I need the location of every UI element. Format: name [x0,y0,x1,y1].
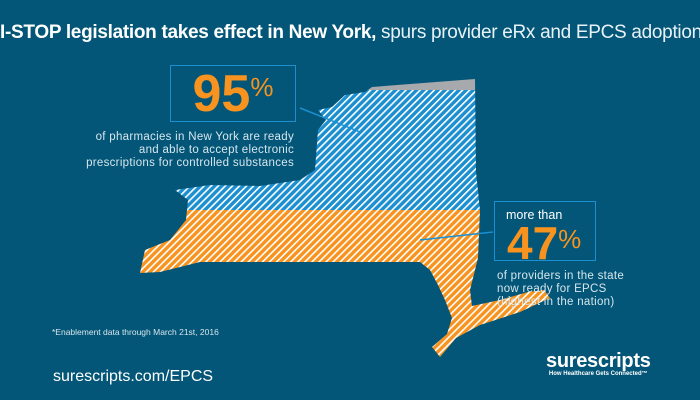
logo-name: surescripts [546,350,651,372]
title-bold: I-STOP legislation takes effect in New Y… [0,22,377,43]
page-title: I-STOP legislation takes effect in New Y… [0,22,700,44]
desc-line: and able to accept electronic [138,144,294,156]
footnote: *Enablement data through March 21st, 201… [52,327,219,337]
pharmacy-description: of pharmacies in New York are ready and … [86,131,294,170]
desc-line: prescriptions for controlled substances [86,157,294,169]
logo-tagline: How Healthcare Gets Connected™ [548,371,648,377]
pharmacy-percent: 95% [192,65,274,123]
desc-line: (highest in the nation) [497,296,615,308]
provider-stat-box: more than 47% [494,201,596,266]
provider-description: of providers in the state now ready for … [497,270,624,309]
website-link[interactable]: surescripts.com/EPCS [53,368,214,385]
provider-percent: 47% [507,217,582,269]
surescripts-logo: surescripts How Healthcare Gets Connecte… [546,350,651,377]
pharmacy-stat-box: 95% [170,65,296,122]
title-light: spurs provider eRx and EPCS adoption [376,22,700,43]
desc-line: of providers in the state [497,270,625,282]
provider-prefix: more than [506,208,563,222]
desc-line: of pharmacies in New York are ready [95,131,294,143]
desc-line: now ready for EPCS [497,283,607,295]
